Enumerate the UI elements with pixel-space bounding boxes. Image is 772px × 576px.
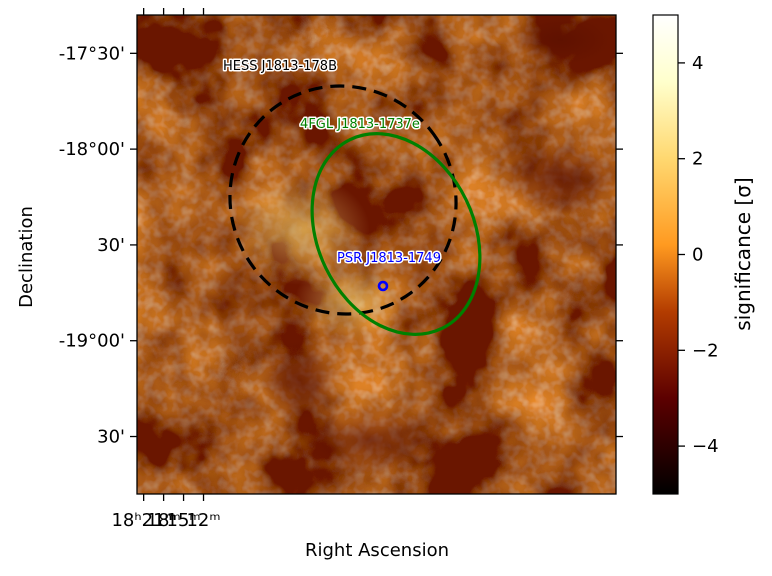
x-tick-label: 18ᵐ bbox=[147, 510, 181, 531]
y-tick-label: 30' bbox=[97, 427, 125, 448]
y-axis-ticks: -17°30' -18°00' 30' -19°00' 30' bbox=[59, 43, 623, 448]
colorbar-tick-label: 0 bbox=[692, 245, 703, 266]
fermi-region-ellipse bbox=[310, 132, 482, 336]
hess-source-label: HESS J1813-178B bbox=[223, 59, 337, 74]
y-tick-label: -17°30' bbox=[59, 43, 125, 64]
pulsar-marker bbox=[377, 280, 389, 292]
colorbar-gradient bbox=[652, 14, 679, 495]
x-tick-label: 18ʰ21ᵐ bbox=[111, 510, 175, 531]
colorbar-tick-label: 2 bbox=[692, 149, 703, 170]
colorbar-tick-label: −4 bbox=[692, 436, 719, 457]
hess-region-ellipse bbox=[228, 84, 458, 316]
y-tick-label: -18°00' bbox=[59, 139, 125, 160]
colorbar: 4 2 0 −2 −4 significance [σ] bbox=[652, 14, 755, 495]
fermi-source-label: 4FGL J1813-1737e bbox=[300, 117, 420, 132]
plot-frame bbox=[136, 14, 617, 495]
x-axis-title: Right Ascension bbox=[305, 540, 449, 561]
colorbar-ticks: 4 2 0 −2 −4 bbox=[678, 53, 719, 457]
y-tick-label: 30' bbox=[97, 235, 125, 256]
colorbar-tick-label: −2 bbox=[692, 340, 719, 361]
significance-heatmap bbox=[137, 15, 616, 494]
colorbar-title: significance [σ] bbox=[731, 177, 755, 330]
pulsar-source-label: PSR J1813-1749 bbox=[337, 251, 441, 266]
y-axis-title: Declination bbox=[16, 206, 37, 308]
colorbar-tick-label: 4 bbox=[692, 53, 703, 74]
x-tick-label: 12ᵐ bbox=[186, 510, 220, 531]
y-tick-label: -19°00' bbox=[59, 331, 125, 352]
x-tick-label: 15ᵐ bbox=[167, 510, 201, 531]
